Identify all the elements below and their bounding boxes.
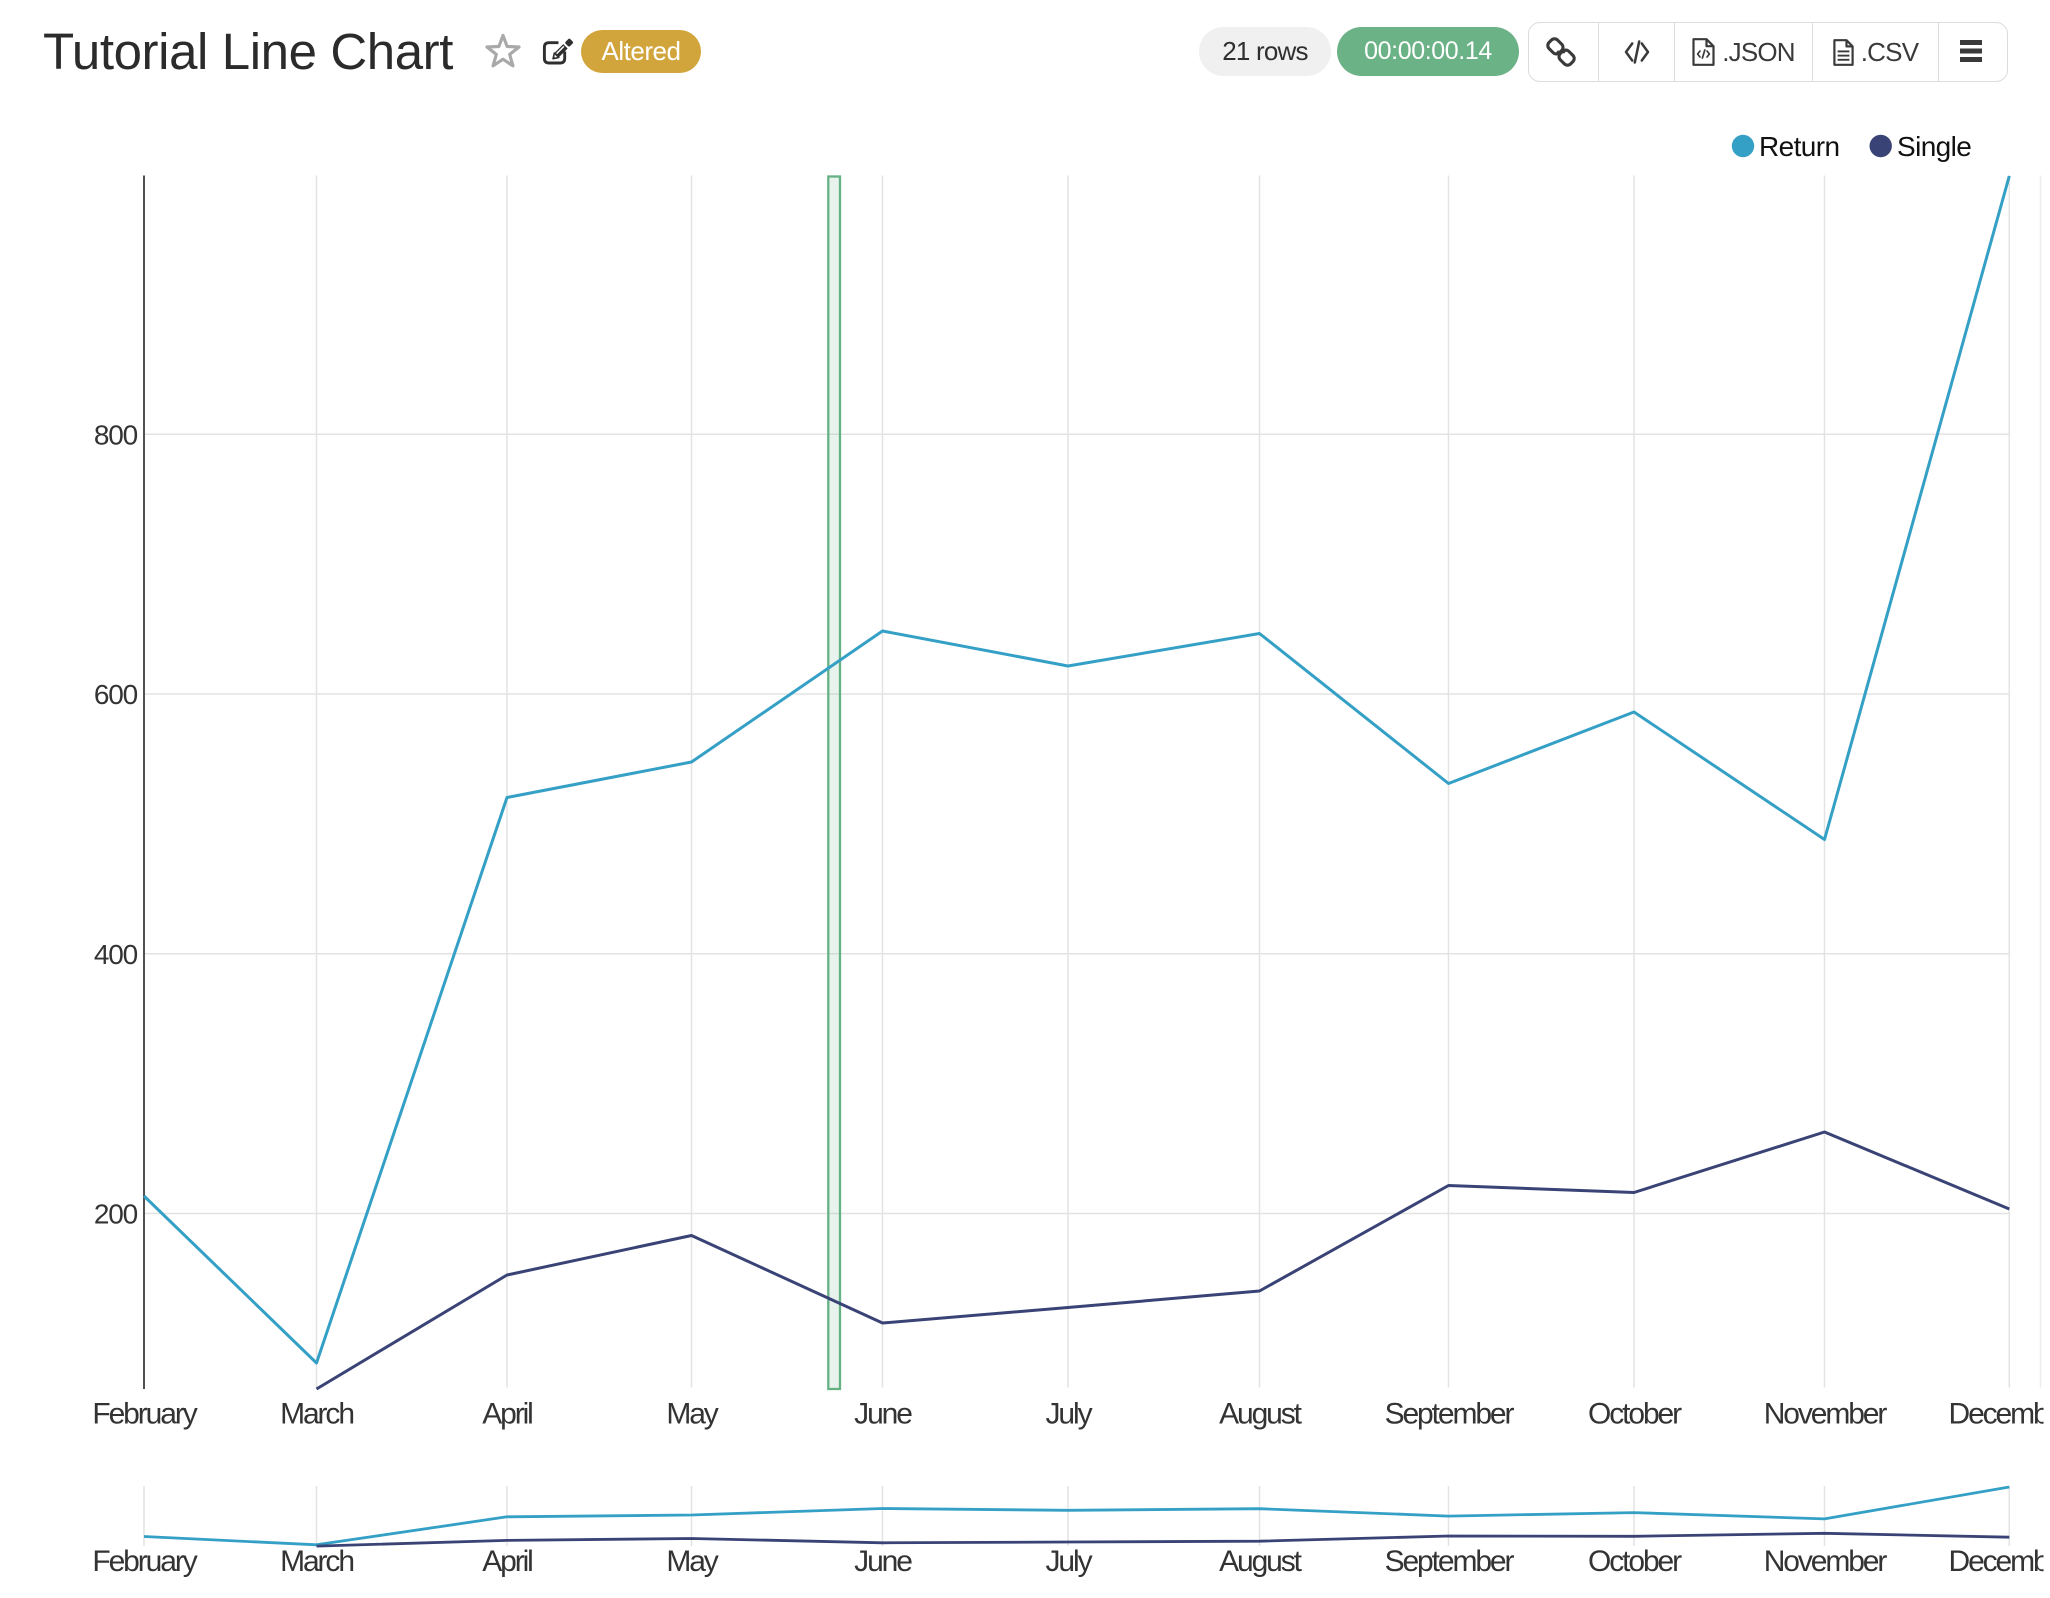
svg-text:September: September [1385, 1545, 1515, 1578]
svg-text:August: August [1219, 1398, 1303, 1431]
svg-text:November: November [1764, 1398, 1888, 1431]
svg-text:October: October [1588, 1545, 1682, 1578]
svg-text:Return: Return [1759, 131, 1839, 162]
svg-text:200: 200 [94, 1199, 138, 1230]
svg-text:February: February [92, 1545, 197, 1578]
svg-text:May: May [666, 1545, 718, 1578]
svg-text:December: December [1949, 1545, 2050, 1578]
svg-text:November: November [1764, 1545, 1888, 1578]
svg-text:800: 800 [94, 420, 138, 451]
svg-text:June: June [854, 1398, 912, 1431]
svg-text:March: March [280, 1545, 353, 1578]
svg-text:July: July [1046, 1398, 1093, 1431]
svg-text:December: December [1949, 1398, 2050, 1431]
svg-text:July: July [1046, 1545, 1093, 1578]
svg-text:June: June [854, 1545, 912, 1578]
svg-text:400: 400 [94, 939, 138, 970]
svg-text:May: May [666, 1398, 718, 1431]
svg-text:October: October [1588, 1398, 1682, 1431]
svg-text:April: April [482, 1545, 532, 1578]
svg-text:Single: Single [1897, 131, 1971, 162]
svg-text:February: February [92, 1398, 197, 1431]
svg-text:September: September [1385, 1398, 1515, 1431]
svg-text:April: April [482, 1398, 532, 1431]
svg-text:March: March [280, 1398, 353, 1431]
svg-text:August: August [1219, 1545, 1303, 1578]
svg-text:600: 600 [94, 679, 138, 710]
